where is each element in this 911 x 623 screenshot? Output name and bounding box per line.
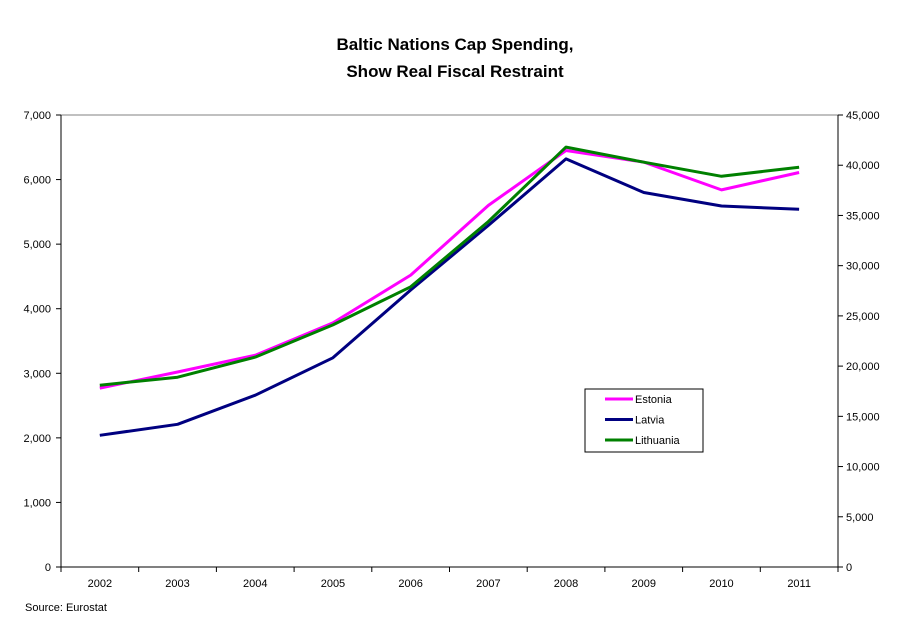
left-axis-tick-label: 5,000: [23, 239, 51, 251]
x-axis-tick-label: 2007: [476, 578, 500, 590]
right-axis-tick-label: 40,000: [846, 160, 880, 172]
right-axis-tick-label: 30,000: [846, 261, 880, 273]
series-line-lithuania: [99, 145, 800, 387]
legend-label-latvia: Latvia: [635, 415, 665, 427]
legend-box: [584, 388, 704, 453]
x-axis-tick-label: 2003: [165, 578, 189, 590]
right-axis-tick-label: 35,000: [846, 210, 880, 222]
chart-title-line-1: Baltic Nations Cap Spending,: [336, 35, 573, 54]
right-axis-tick-label: 10,000: [846, 462, 880, 474]
x-axis-tick-label: 2006: [398, 578, 422, 590]
right-axis-tick-label: 0: [846, 562, 852, 574]
x-axis-tick-label: 2002: [88, 578, 112, 590]
right-axis-tick-label: 20,000: [846, 361, 880, 373]
x-axis-tick-label: 2005: [321, 578, 345, 590]
x-axis-tick-label: 2010: [709, 578, 733, 590]
left-axis-tick-label: 0: [45, 562, 51, 574]
chart-title-line-2: Show Real Fiscal Restraint: [346, 62, 564, 81]
legend-label-estonia: Estonia: [635, 394, 673, 406]
right-axis-tick-label: 5,000: [846, 512, 874, 524]
right-axis-tick-label: 15,000: [846, 411, 880, 423]
left-axis-tick-label: 3,000: [23, 368, 51, 380]
series-line-estonia: [99, 149, 800, 390]
left-axis-tick-label: 2,000: [23, 433, 51, 445]
series-line-latvia: [99, 157, 800, 437]
left-axis-tick-label: 7,000: [23, 110, 51, 122]
x-axis-tick-label: 2008: [554, 578, 578, 590]
legend: Estonia Latvia Lithuania: [584, 388, 704, 453]
left-axis-tick-label: 6,000: [23, 175, 51, 187]
x-axis-tick-label: 2011: [787, 578, 811, 590]
source-note: Source: Eurostat: [25, 602, 107, 614]
right-axis-tick-label: 45,000: [846, 110, 880, 122]
x-axis-tick-label: 2004: [243, 578, 267, 590]
x-axis-tick-label: 2009: [632, 578, 656, 590]
legend-label-lithuania: Lithuania: [635, 435, 681, 447]
left-axis-tick-label: 4,000: [23, 304, 51, 316]
left-axis-tick-label: 1,000: [23, 497, 51, 509]
right-axis-tick-label: 25,000: [846, 311, 880, 323]
plot-area: [60, 114, 839, 568]
